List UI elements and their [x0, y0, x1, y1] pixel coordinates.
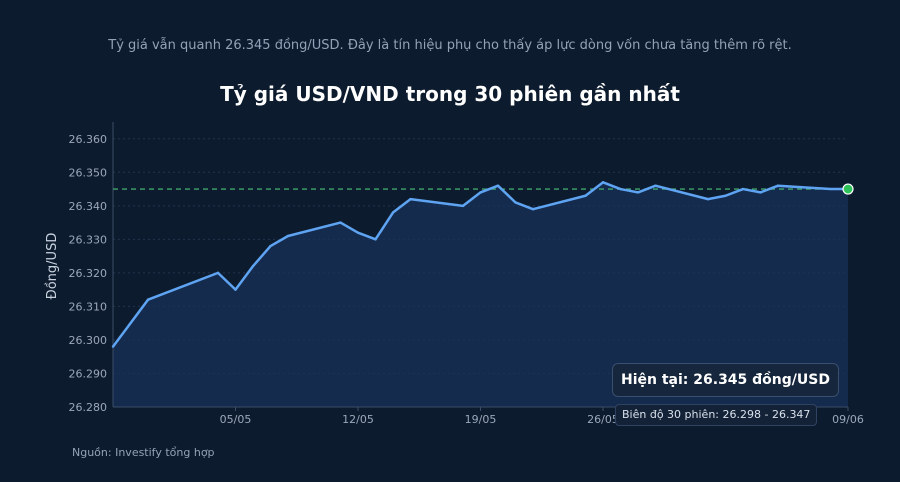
- data-point: [269, 244, 272, 248]
- y-tick-label: 26.340: [69, 200, 108, 213]
- y-tick-label: 26.300: [69, 334, 108, 347]
- data-point: [461, 204, 465, 208]
- x-tick-labels: 05/05 12/05 19/05 26/05 09/06: [220, 413, 864, 426]
- area-fill: [113, 182, 848, 407]
- data-point: [654, 184, 657, 187]
- x-tick-label: 09/06: [832, 413, 864, 426]
- data-point: [706, 197, 710, 201]
- data-point: [759, 191, 762, 194]
- data-point: [619, 187, 622, 191]
- data-point: [601, 181, 605, 184]
- last-point-marker: [842, 183, 854, 195]
- source-note: Nguồn: Investify tổng hợp: [72, 446, 215, 459]
- y-axis-label: Đồng/USD: [45, 233, 60, 300]
- data-point: [741, 187, 745, 191]
- data-point: [409, 197, 412, 201]
- current-value-badge: Hiện tại: 26.345 đồng/USD: [612, 363, 839, 397]
- area-fill-path: [113, 182, 848, 407]
- data-point: [496, 184, 500, 187]
- data-point: [146, 298, 150, 301]
- x-tick-label: 05/05: [220, 413, 252, 426]
- y-tick-labels: 26.280 26.290 26.300 26.310 26.320 26.330 26.3…: [69, 133, 108, 414]
- series-line: [111, 181, 854, 348]
- x-tick-label: 19/05: [465, 413, 497, 426]
- y-tick-label: 26.320: [69, 267, 108, 280]
- y-tick-label: 26.310: [69, 300, 108, 313]
- data-point: [391, 211, 395, 214]
- chart-title: Tỷ giá USD/VND trong 30 phiên gần nhất: [220, 82, 680, 106]
- x-tick-label: 12/05: [342, 413, 374, 426]
- data-point: [514, 201, 517, 204]
- data-point: [776, 184, 780, 187]
- data-point: [234, 288, 237, 291]
- chart-subtitle: Tỷ giá vẫn quanh 26.345 đồng/USD. Đây là…: [108, 38, 792, 53]
- data-point: [829, 187, 832, 191]
- data-point: [724, 194, 727, 197]
- data-point: [251, 264, 255, 268]
- data-point: [286, 234, 290, 238]
- y-tick-label: 26.290: [69, 367, 108, 380]
- y-tick-label: 26.330: [69, 233, 108, 246]
- data-point: [111, 345, 115, 348]
- data-point: [216, 271, 220, 275]
- y-tick-label: 26.360: [69, 133, 108, 146]
- data-point: [374, 238, 377, 241]
- data-point: [584, 194, 587, 197]
- y-tick-label: 26.280: [69, 401, 108, 414]
- data-point: [636, 191, 640, 194]
- data-point: [356, 231, 360, 234]
- x-tick-label: 26/05: [587, 413, 619, 426]
- data-point: [339, 221, 342, 224]
- data-point: [531, 207, 535, 211]
- y-tick-label: 26.350: [69, 166, 108, 179]
- range-badge: Biên độ 30 phiên: 26.298 - 26.347: [615, 404, 818, 426]
- data-point: [479, 191, 482, 194]
